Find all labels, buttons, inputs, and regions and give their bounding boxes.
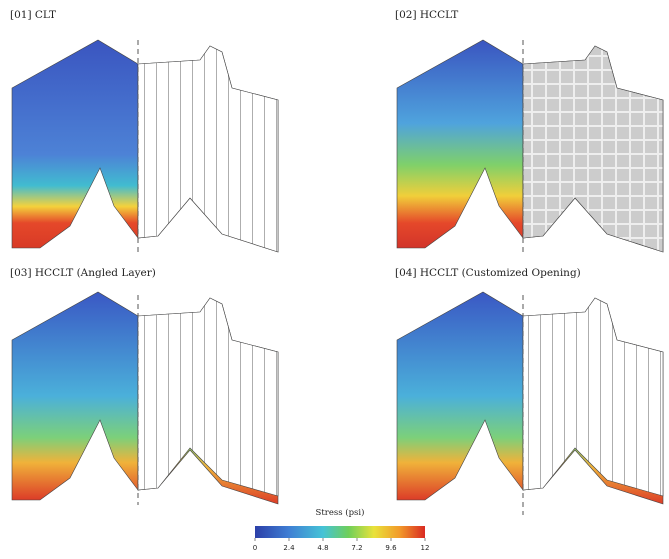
panel-03 (12, 292, 278, 505)
legend-title: Stress (psi) (316, 507, 365, 518)
tick-label: 9.6 (385, 544, 397, 552)
legend: Stress (psi) 0 2.4 4.8 7.2 9.6 12 (253, 507, 430, 552)
figure: [01] CLT [02] HCCLT [03] HCCLT (Angled L… (0, 0, 669, 559)
tick-label: 12 (421, 544, 430, 552)
panel-label: [02] HCCLT (395, 9, 458, 21)
tick-label: 4.8 (317, 544, 328, 552)
panel-label: [01] CLT (10, 9, 56, 21)
tick-label: 7.2 (351, 544, 362, 552)
tick-label: 2.4 (283, 544, 295, 552)
colorbar (255, 526, 425, 538)
panel-label: [03] HCCLT (Angled Layer) (10, 267, 156, 279)
panel-label: [04] HCCLT (Customized Opening) (395, 267, 581, 279)
panel-02 (397, 40, 663, 255)
panel-01 (12, 40, 278, 255)
tick-label: 0 (253, 544, 257, 552)
panel-04 (397, 292, 663, 515)
